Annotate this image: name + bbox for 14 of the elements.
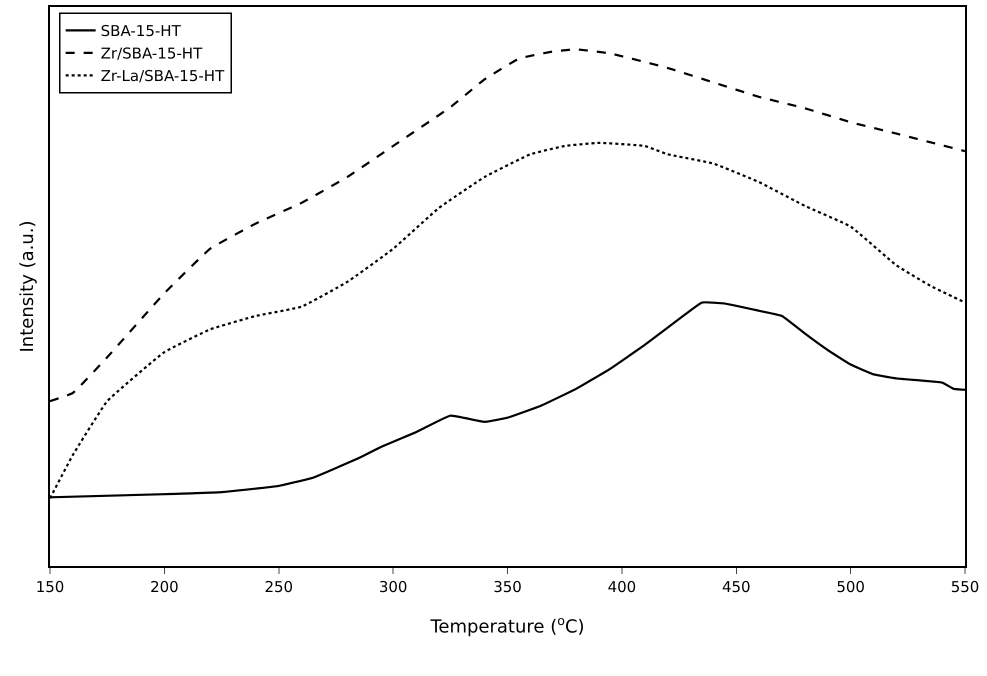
x-tick-label: 500 xyxy=(836,578,865,596)
y-axis-title: Intensity (a.u.) xyxy=(16,220,38,352)
legend-label: Zr/SBA-15-HT xyxy=(100,44,204,63)
x-axis-title: Temperature ($^{o}$C) xyxy=(429,612,585,638)
x-tick-label: 150 xyxy=(36,578,64,596)
x-tick-label: 550 xyxy=(950,578,980,596)
x-tick-label: 450 xyxy=(722,578,751,596)
x-tick-label: 350 xyxy=(493,578,522,596)
x-tick-label: 200 xyxy=(150,578,179,596)
x-tick-label: 250 xyxy=(264,578,294,596)
x-tick-label: 400 xyxy=(608,578,636,596)
legend-label: SBA-15-HT xyxy=(100,22,182,40)
x-tick-label: 300 xyxy=(378,578,408,596)
legend-label: Zr-La/SBA-15-HT xyxy=(100,67,226,86)
